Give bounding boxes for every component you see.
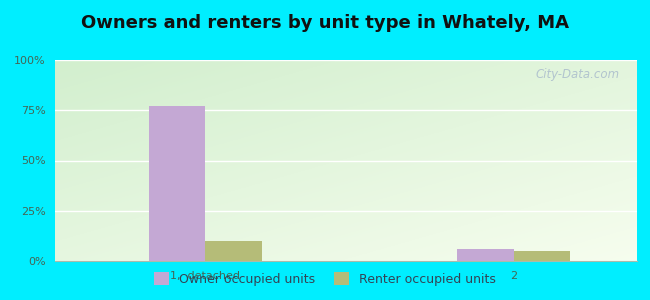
Bar <box>205 241 261 261</box>
Bar <box>457 249 514 261</box>
Bar <box>514 251 570 261</box>
Text: City-Data.com: City-Data.com <box>536 68 619 81</box>
Bar <box>149 106 205 261</box>
Text: Owners and renters by unit type in Whately, MA: Owners and renters by unit type in Whate… <box>81 14 569 32</box>
Legend: Owner occupied units, Renter occupied units: Owner occupied units, Renter occupied un… <box>149 267 501 291</box>
